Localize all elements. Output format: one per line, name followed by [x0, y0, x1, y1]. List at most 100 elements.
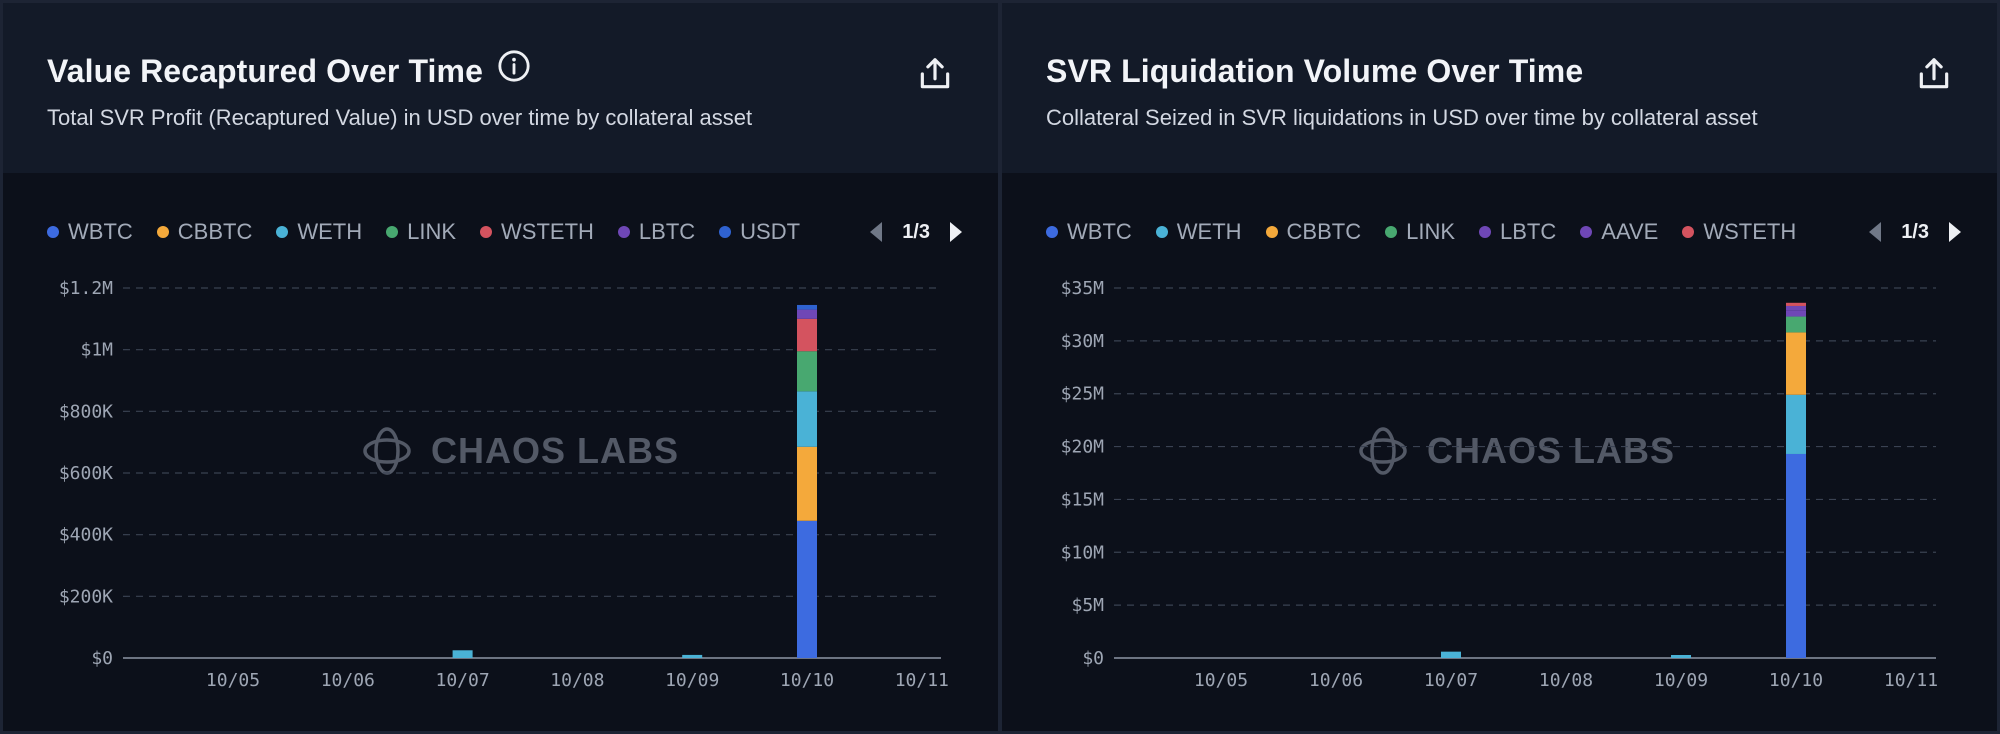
bar-segment-wsteth-10-10[interactable]	[797, 318, 817, 352]
x-tick-label: 10/08	[1539, 670, 1593, 691]
legend-label: WETH	[297, 219, 363, 244]
bar-segment-weth-10-09[interactable]	[1671, 655, 1691, 658]
x-tick-label: 10/11	[895, 670, 949, 691]
legend-item-link[interactable]: LINK	[386, 219, 456, 245]
bar-segment-cbbtc-10-10[interactable]	[1786, 332, 1806, 395]
bar-segment-lbtc-10-10[interactable]	[1786, 310, 1806, 317]
liquidation-volume-chart: $0 $5M $10M $15M $20M $25M $30M $35M 10/05 10/06 1…	[1061, 278, 1938, 691]
legend-dot	[1580, 226, 1593, 238]
legend-label: CBBTC	[1286, 219, 1362, 244]
legend-item-cbbtc[interactable]: CBBTC	[1265, 219, 1362, 245]
y-tick-label: $800K	[59, 401, 113, 422]
panel-header: SVR Liquidation Volume Over Time Collate…	[1002, 3, 1997, 173]
legend-pager: 1/3	[864, 217, 968, 247]
legend-item-wsteth[interactable]: WSTETH	[480, 219, 594, 245]
legend-item-weth[interactable]: WETH	[1155, 219, 1242, 245]
chart-legend: WBTC WETH CBBTC LINK LBTC AAVE WSTETH	[1046, 217, 1820, 247]
x-tick-label: 10/10	[780, 670, 834, 691]
legend-dot	[480, 226, 493, 238]
bar-segment-cbbtc-10-10[interactable]	[797, 446, 817, 521]
pager-prev-button[interactable]	[864, 217, 888, 247]
panel-header: Value Recaptured Over Time Total SVR Pro…	[3, 3, 998, 173]
triangle-left-icon	[1869, 222, 1882, 242]
bar-segment-wbtc-10-10[interactable]	[797, 520, 817, 658]
legend-label: WBTC	[68, 219, 133, 244]
y-tick-label: $15M	[1061, 489, 1105, 510]
legend-item-lbtc[interactable]: LBTC	[1479, 219, 1556, 245]
legend-dot	[1479, 226, 1492, 238]
legend-item-link[interactable]: LINK	[1385, 219, 1455, 245]
y-tick-label: $1M	[80, 340, 113, 361]
bar-segment-link-10-10[interactable]	[797, 351, 817, 392]
bar-segment-weth-10-07[interactable]	[1441, 651, 1461, 658]
legend-label: LINK	[1406, 219, 1456, 244]
bar-segment-weth-10-09[interactable]	[682, 654, 703, 658]
bar-segment-wbtc-10-10[interactable]	[1786, 453, 1806, 658]
pager-text: 1/3	[902, 220, 930, 243]
legend-dot	[617, 226, 630, 238]
legend-item-wbtc[interactable]: WBTC	[1046, 219, 1132, 245]
bar-segment-aave-10-10[interactable]	[1786, 305, 1806, 311]
bar-segment-weth-10-10[interactable]	[797, 391, 817, 447]
legend-dot	[1682, 226, 1695, 238]
legend-item-cbbtc[interactable]: CBBTC	[156, 219, 252, 245]
legend-item-usdt[interactable]: USDT	[719, 219, 800, 245]
x-tick-label: 10/09	[665, 670, 719, 691]
panel-subtitle: Total SVR Profit (Recaptured Value) in U…	[47, 105, 753, 130]
watermark: CHAOS LABS	[359, 423, 679, 479]
y-tick-label: $35M	[1061, 278, 1105, 299]
panel-title: Value Recaptured Over Time	[47, 53, 483, 89]
watermark-text: CHAOS LABS	[431, 430, 680, 471]
legend-dot	[1046, 226, 1058, 238]
chart-legend: WBTC CBBTC WETH LINK WSTETH LBTC USDT	[47, 217, 824, 247]
y-tick-label: $200K	[59, 586, 113, 607]
legend-item-weth[interactable]: WETH	[276, 219, 362, 245]
pager-next-button[interactable]	[1943, 217, 1967, 247]
chart-panel-value-recaptured: Value Recaptured Over Time Total SVR Pro…	[0, 0, 1001, 734]
triangle-right-icon	[1949, 222, 1961, 242]
legend-dot	[1385, 226, 1398, 238]
pager-prev-button[interactable]	[1863, 217, 1887, 247]
legend-item-lbtc[interactable]: LBTC	[617, 219, 696, 245]
legend-dot	[719, 226, 732, 238]
chaos-labs-logo-icon	[1359, 427, 1407, 475]
legend-item-wbtc[interactable]: WBTC	[47, 219, 133, 245]
legend-label: AAVE	[1601, 219, 1659, 244]
bar-segment-lbtc-10-10[interactable]	[797, 309, 817, 319]
x-tick-label: 10/07	[436, 670, 490, 691]
x-tick-label: 10/08	[550, 670, 604, 691]
share-icon[interactable]	[916, 55, 954, 93]
legend-item-aave[interactable]: AAVE	[1580, 219, 1658, 245]
watermark: CHAOS LABS	[1355, 423, 1675, 479]
legend-label: WSTETH	[1703, 219, 1797, 244]
bar-segment-link-10-10[interactable]	[1786, 316, 1806, 333]
legend-label: LBTC	[1500, 219, 1557, 244]
chart-panel-liquidation-volume: SVR Liquidation Volume Over Time Collate…	[999, 0, 2000, 734]
legend-label: WBTC	[1067, 219, 1132, 244]
legend-label: WSTETH	[501, 219, 594, 244]
share-icon[interactable]	[1915, 55, 1953, 93]
y-tick-label: $20M	[1061, 437, 1105, 458]
y-tick-label: $400K	[59, 525, 113, 546]
bar-segment-wsteth-10-10[interactable]	[1786, 302, 1806, 306]
x-tick-label: 10/09	[1654, 670, 1708, 691]
y-tick-label: $0	[91, 648, 113, 669]
legend-label: LBTC	[638, 219, 696, 244]
legend-item-wsteth[interactable]: WSTETH	[1682, 219, 1796, 245]
legend-dot	[47, 226, 59, 238]
bar-segment-usdt-10-10[interactable]	[797, 304, 817, 310]
legend-dot	[1265, 226, 1278, 238]
y-tick-label: $5M	[1071, 595, 1104, 616]
legend-label: LINK	[407, 219, 457, 244]
watermark-text: CHAOS LABS	[1427, 430, 1676, 471]
x-tick-label: 10/07	[1424, 670, 1478, 691]
pager-next-button[interactable]	[944, 217, 968, 247]
panel-title: SVR Liquidation Volume Over Time	[1046, 53, 1584, 89]
value-recaptured-chart: $0 $200K $400K $600K $800K $1M $1.2M 10/05 10/06…	[59, 278, 949, 691]
legend-label: WETH	[1176, 219, 1242, 244]
legend-label: USDT	[740, 219, 801, 244]
bar-segment-weth-10-10[interactable]	[1786, 394, 1806, 454]
x-tick-label: 10/11	[1884, 670, 1938, 691]
bar-segment-weth-10-07[interactable]	[452, 650, 473, 658]
info-icon[interactable]	[497, 49, 531, 83]
